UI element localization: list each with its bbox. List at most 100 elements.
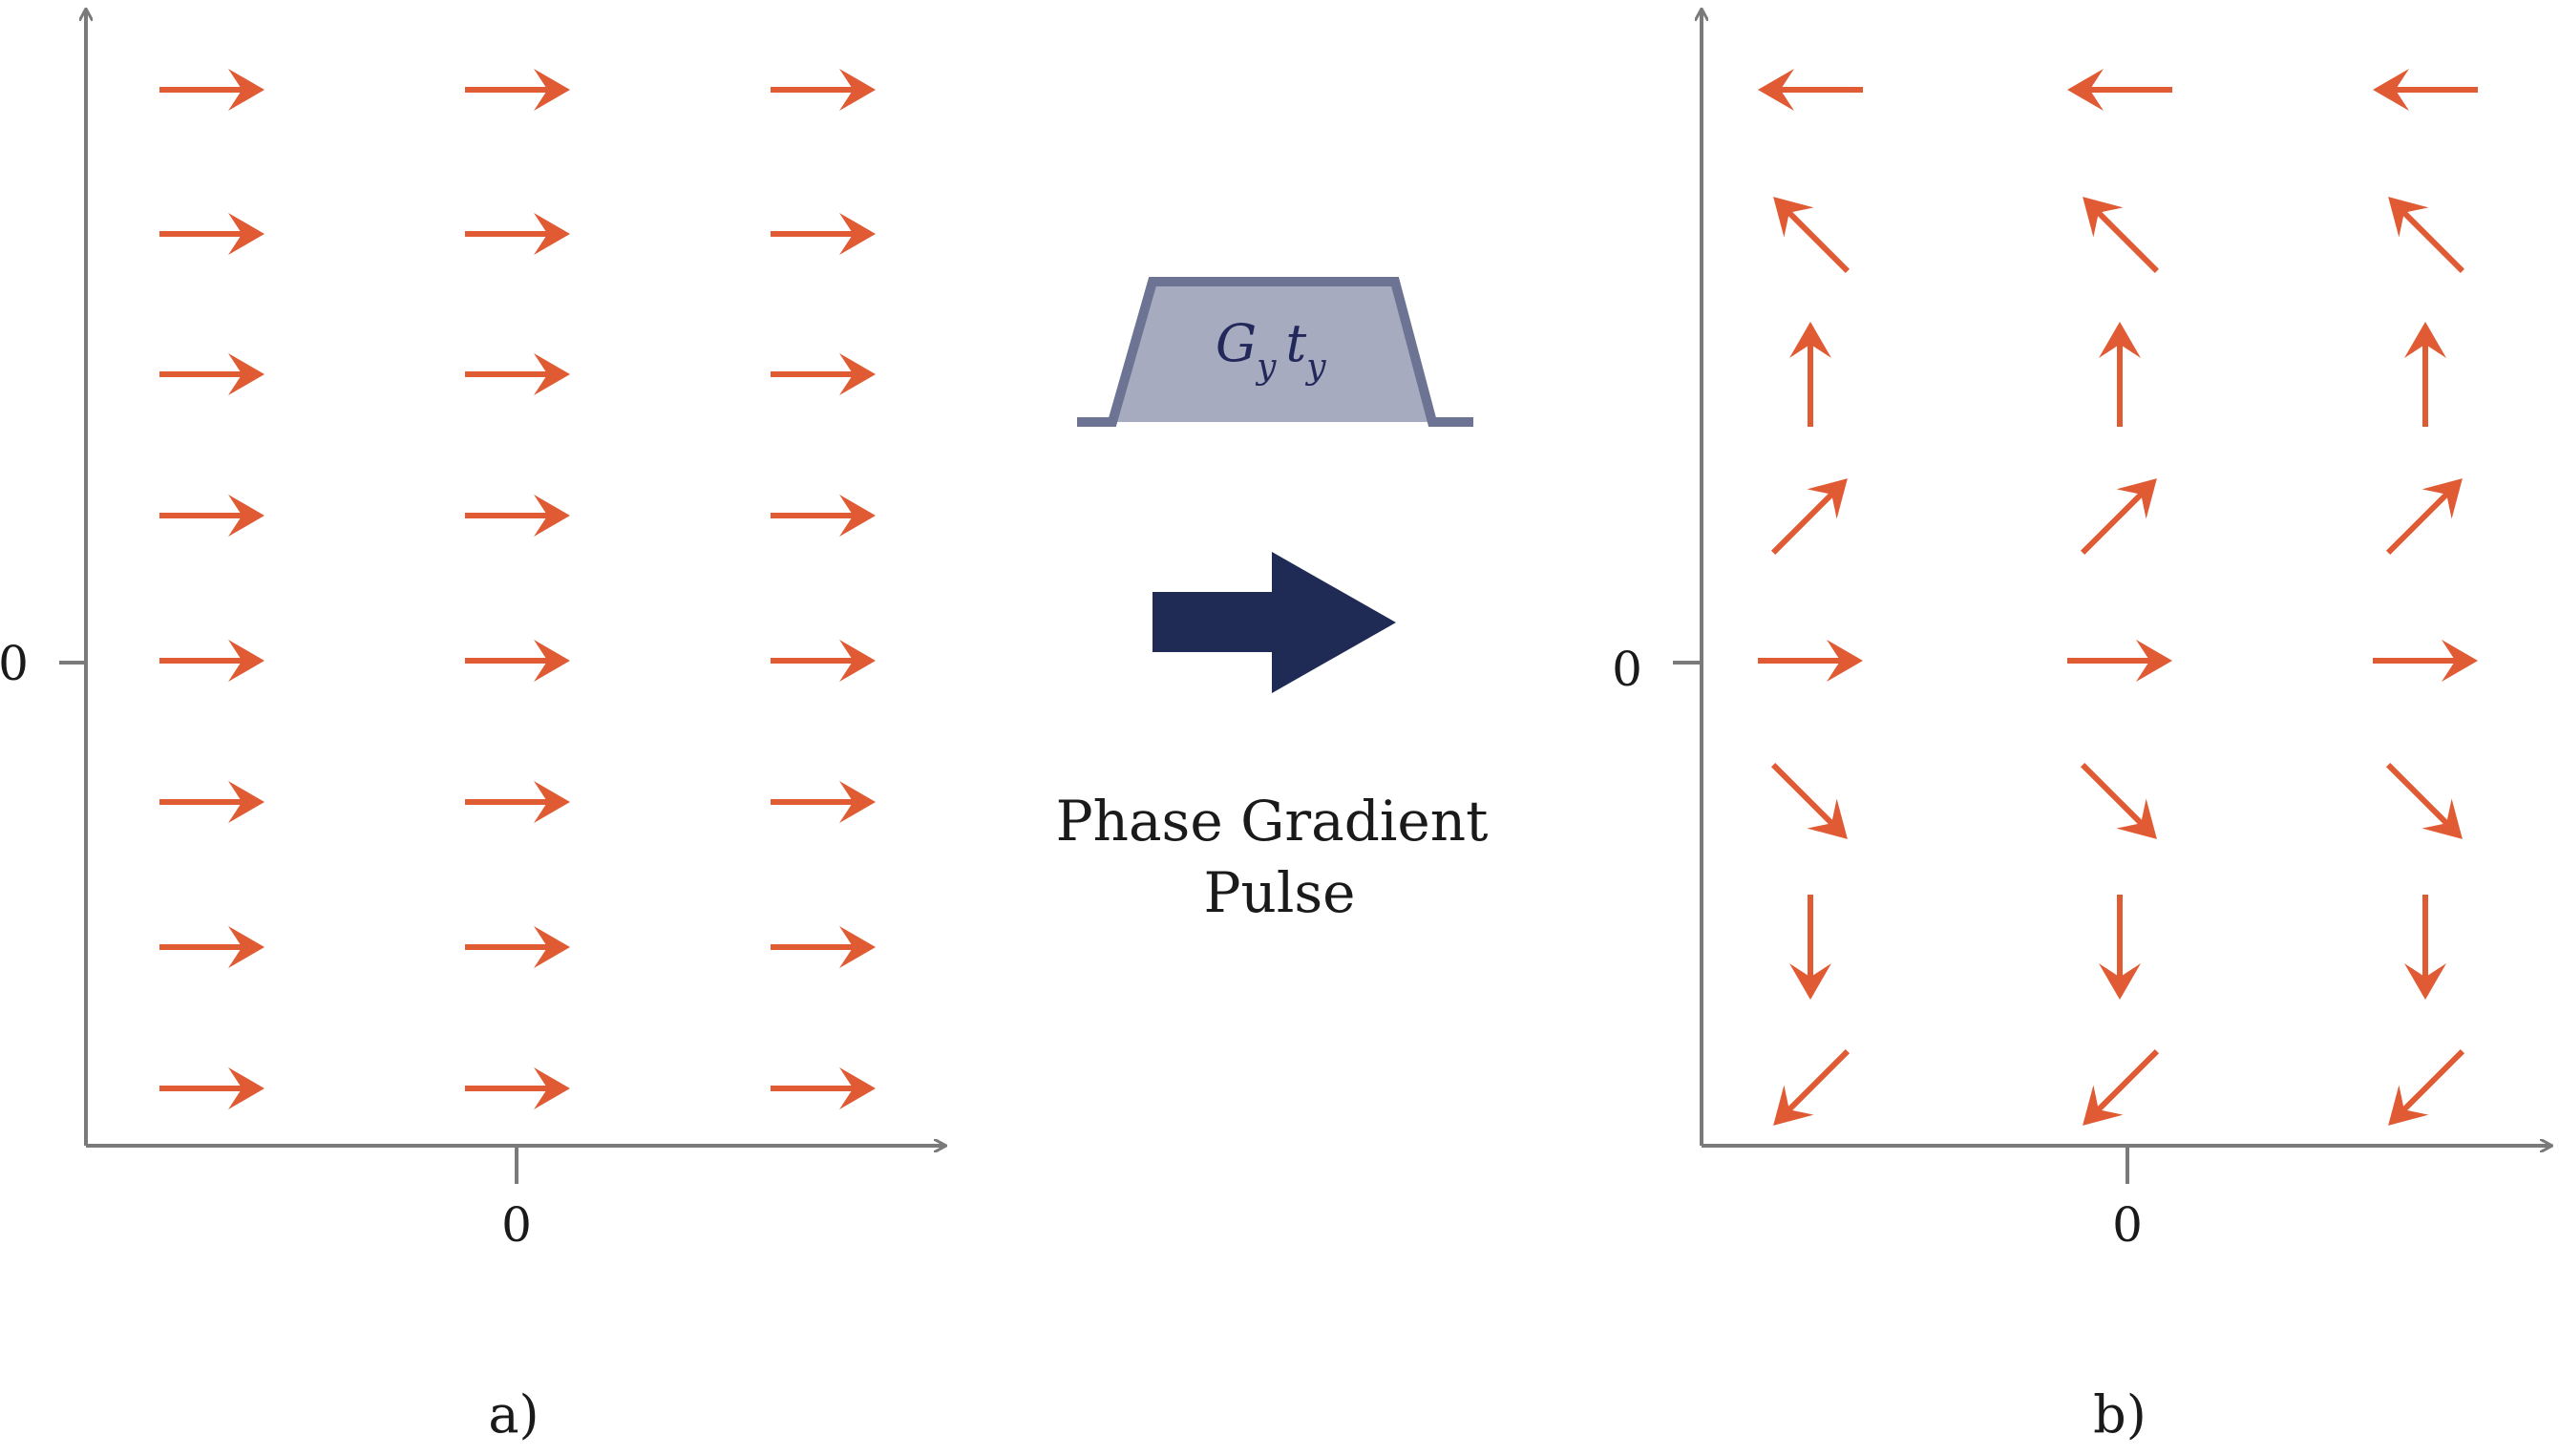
- vector-shaft: [1787, 1048, 1851, 1112]
- vector-arrow-a-r3-c1: [159, 353, 264, 395]
- vector-head: [2373, 69, 2409, 111]
- vector-head: [534, 781, 570, 823]
- vector-head: [1789, 963, 1831, 1000]
- vector-head: [839, 213, 876, 255]
- vector-head: [534, 69, 570, 111]
- vector-head: [839, 640, 876, 682]
- vector-head: [839, 1067, 876, 1109]
- vector-shaft: [2401, 1048, 2465, 1112]
- vector-head: [839, 926, 876, 968]
- caption-line1: Phase Gradient: [1056, 789, 1489, 854]
- vector-head: [2083, 197, 2124, 238]
- vector-head: [534, 495, 570, 537]
- vector-head: [228, 1067, 264, 1109]
- vector-arrow-a-r1-c3: [771, 69, 876, 111]
- vector-head: [2442, 640, 2478, 682]
- transition-arrow-icon: [1153, 552, 1396, 693]
- vector-arrow-a-r7-c3: [771, 926, 876, 968]
- vector-head: [1807, 478, 1848, 519]
- vector-arrow-b-r4-c2: [2080, 478, 2157, 556]
- vector-head: [228, 640, 264, 682]
- vector-arrow-b-r7-c2: [2099, 895, 2141, 1000]
- vector-head: [534, 640, 570, 682]
- gradient-pulse: Gy ty: [1077, 277, 1473, 427]
- vector-arrow-b-r7-c3: [2404, 895, 2446, 1000]
- panel-b: 0 0 b): [1612, 10, 2551, 1445]
- vector-arrow-a-r1-c2: [465, 69, 570, 111]
- vector-head: [839, 69, 876, 111]
- pulse-label: Gy ty: [1216, 313, 1326, 387]
- vector-head: [839, 495, 876, 537]
- vector-shaft: [1770, 492, 1834, 556]
- panel-a-y-tick-label: 0: [0, 636, 29, 691]
- vector-arrow-a-r2-c1: [159, 213, 264, 255]
- vector-arrow-a-r6-c1: [159, 781, 264, 823]
- vector-head: [534, 926, 570, 968]
- vector-arrow-a-r8-c3: [771, 1067, 876, 1109]
- vector-arrow-b-r1-c2: [2067, 69, 2172, 111]
- vector-arrow-b-r8-c3: [2388, 1048, 2465, 1126]
- vector-head: [2388, 1085, 2429, 1126]
- vector-arrow-a-r2-c3: [771, 213, 876, 255]
- vector-head: [2099, 963, 2141, 1000]
- vector-shaft: [2080, 762, 2144, 826]
- vector-arrow-b-r6-c3: [2385, 762, 2463, 839]
- pulse-outline: [1077, 277, 1473, 427]
- vector-arrow-b-r4-c1: [1770, 478, 1848, 556]
- vector-shaft: [1770, 762, 1834, 826]
- vector-shaft: [2385, 762, 2449, 826]
- vector-arrow-b-r5-c3: [2373, 640, 2478, 682]
- vector-arrow-b-r2-c2: [2083, 197, 2160, 274]
- vector-arrow-a-r5-c1: [159, 640, 264, 682]
- vector-arrow-b-r7-c1: [1789, 895, 1831, 1000]
- vector-head: [228, 495, 264, 537]
- vector-arrow-a-r8-c2: [465, 1067, 570, 1109]
- vector-arrow-b-r8-c1: [1773, 1048, 1851, 1126]
- panel-b-y-tick-label: 0: [1612, 642, 1642, 697]
- vector-head: [228, 926, 264, 968]
- panel-a-vector-field: [159, 69, 876, 1109]
- vector-head: [1773, 1085, 1814, 1126]
- vector-head: [2067, 69, 2104, 111]
- vector-head: [2422, 478, 2463, 519]
- panel-a-x-tick-label: 0: [501, 1197, 532, 1253]
- panel-b-vector-field: [1758, 69, 2478, 1126]
- vector-head: [2099, 322, 2141, 358]
- panel-a-label: a): [488, 1384, 539, 1445]
- vector-shaft: [1787, 210, 1851, 274]
- vector-head: [1773, 197, 1814, 238]
- vector-arrow-b-r1-c1: [1758, 69, 1863, 111]
- vector-arrow-a-r1-c1: [159, 69, 264, 111]
- vector-arrow-a-r7-c2: [465, 926, 570, 968]
- vector-head: [228, 353, 264, 395]
- vector-head: [2404, 322, 2446, 358]
- vector-arrow-b-r6-c2: [2080, 762, 2157, 839]
- vector-arrow-b-r2-c1: [1773, 197, 1851, 274]
- vector-arrow-b-r8-c2: [2083, 1048, 2160, 1126]
- vector-arrow-a-r6-c3: [771, 781, 876, 823]
- vector-arrow-a-r6-c2: [465, 781, 570, 823]
- vector-arrow-b-r1-c3: [2373, 69, 2478, 111]
- vector-head: [228, 781, 264, 823]
- vector-arrow-b-r3-c1: [1789, 322, 1831, 427]
- vector-shaft: [2096, 210, 2160, 274]
- vector-shaft: [2385, 492, 2449, 556]
- vector-head: [228, 69, 264, 111]
- vector-head: [1827, 640, 1863, 682]
- vector-arrow-b-r3-c2: [2099, 322, 2141, 427]
- vector-shaft: [2080, 492, 2144, 556]
- vector-arrow-b-r2-c3: [2388, 197, 2465, 274]
- vector-head: [534, 353, 570, 395]
- vector-arrow-a-r2-c2: [465, 213, 570, 255]
- vector-shaft: [2401, 210, 2465, 274]
- vector-arrow-a-r4-c1: [159, 495, 264, 537]
- vector-head: [2116, 478, 2157, 519]
- vector-head: [1807, 798, 1848, 839]
- panel-b-x-tick-label: 0: [2112, 1197, 2143, 1253]
- vector-arrow-a-r8-c1: [159, 1067, 264, 1109]
- vector-arrow-a-r4-c2: [465, 495, 570, 537]
- panel-b-label: b): [2093, 1384, 2147, 1445]
- vector-head: [839, 781, 876, 823]
- caption-line2: Pulse: [1203, 860, 1355, 925]
